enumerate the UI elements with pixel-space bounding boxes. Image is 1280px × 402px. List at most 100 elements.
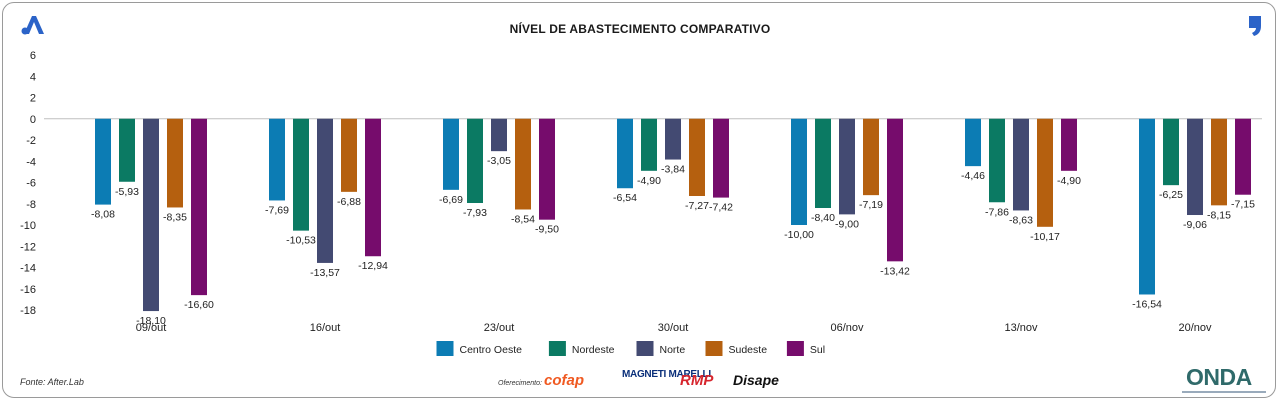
data-label: -6,69 [439,194,463,206]
x-tick-label: 23/out [484,322,515,334]
bar [1061,118,1077,171]
bar [1037,118,1053,227]
y-tick-label: -18 [20,305,36,317]
bar [1211,118,1227,206]
bar [1163,118,1179,186]
y-tick-label: -12 [20,241,36,253]
y-tick-label: -14 [20,263,36,275]
bar [515,118,531,210]
bar [863,118,879,196]
legend-label: Norte [660,344,686,356]
y-tick-label: -8 [26,199,36,211]
data-label: -6,88 [337,196,361,208]
x-tick-label: 30/out [658,322,689,334]
source-note: Fonte: After.Lab [20,377,84,387]
legend-swatch [786,341,804,356]
bar [539,118,555,220]
sponsor-cofap-logo: cofap [544,372,585,389]
bar [143,118,159,312]
data-label: -4,90 [1057,175,1081,187]
bar [689,118,705,196]
oferecimento-label: Oferecimento: [498,380,542,387]
x-tick-label: 06/nov [830,322,864,334]
bar [887,118,903,262]
data-label: -6,25 [1159,189,1183,201]
y-tick-label: -16 [20,284,36,296]
bar [95,118,111,205]
data-label: -7,19 [859,199,883,211]
bar [167,118,183,208]
data-label: -13,57 [310,267,340,279]
bar [191,118,207,296]
data-label: -7,86 [985,206,1009,218]
bar [989,118,1005,203]
y-tick-label: -10 [20,220,36,232]
data-label: -7,69 [265,204,289,216]
bar [119,118,135,182]
bar [1139,118,1155,295]
data-label: -8,40 [811,212,835,224]
y-tick-label: 6 [30,50,36,62]
data-label: -9,06 [1183,219,1207,231]
bar [317,118,333,263]
data-label: -8,54 [511,213,535,225]
y-tick-label: 4 [30,71,36,83]
legend-label: Sul [810,344,825,356]
bar [491,118,507,152]
bar [467,118,483,204]
legend-label: Nordeste [572,344,615,356]
data-label: -12,94 [358,260,388,272]
data-label: -7,15 [1231,199,1255,211]
x-tick-label: 09/out [136,322,167,334]
data-label: -6,54 [613,192,637,204]
sponsor-magneti-marelli-logo: MAGNETI MARELLI [622,369,711,380]
bar [665,118,681,160]
data-label: -18,10 [136,315,166,327]
data-label: -7,42 [709,202,733,214]
y-tick-label: 2 [30,93,36,105]
data-label: -7,93 [463,207,487,219]
legend-swatch [636,341,654,356]
onda-logo-underline [1182,391,1266,393]
data-label: -10,00 [784,229,814,241]
data-label: -5,93 [115,186,139,198]
x-tick-label: 20/nov [1178,322,1212,334]
data-label: -16,54 [1132,298,1162,310]
bar [341,118,357,192]
chart-title: NÍVEL DE ABASTECIMENTO COMPARATIVO [509,22,771,36]
bar [1235,118,1251,195]
data-label: -10,53 [286,235,316,247]
sponsor-disape-logo: Disape [733,372,779,388]
logo-a-icon [21,16,44,35]
bar [641,118,657,171]
y-tick-label: -2 [26,135,36,147]
legend-label: Sudeste [729,344,768,356]
bar [815,118,831,208]
x-tick-label: 16/out [310,322,341,334]
data-label: -13,42 [880,265,910,277]
bar [965,118,981,167]
legend-label: Centro Oeste [460,344,523,356]
y-tick-label: -6 [26,178,36,190]
sponsor-rmp-logo: RMP [680,372,714,389]
bar [839,118,855,215]
data-label: -4,90 [637,175,661,187]
data-label: -8,35 [163,211,187,223]
onda-logo: ONDA [1186,364,1252,390]
data-label: -3,05 [487,155,511,167]
bar [365,118,381,257]
x-tick-label: 13/nov [1004,322,1038,334]
bar [269,118,285,201]
data-label: -7,27 [685,200,709,212]
bar [1187,118,1203,216]
legend-swatch [705,341,723,356]
bar [443,118,459,190]
logo-comma-icon [1249,16,1261,36]
data-label: -4,46 [961,170,985,182]
data-label: -8,08 [91,209,115,221]
bar [1013,118,1029,211]
data-label: -8,63 [1009,214,1033,226]
y-tick-label: -4 [26,156,36,168]
